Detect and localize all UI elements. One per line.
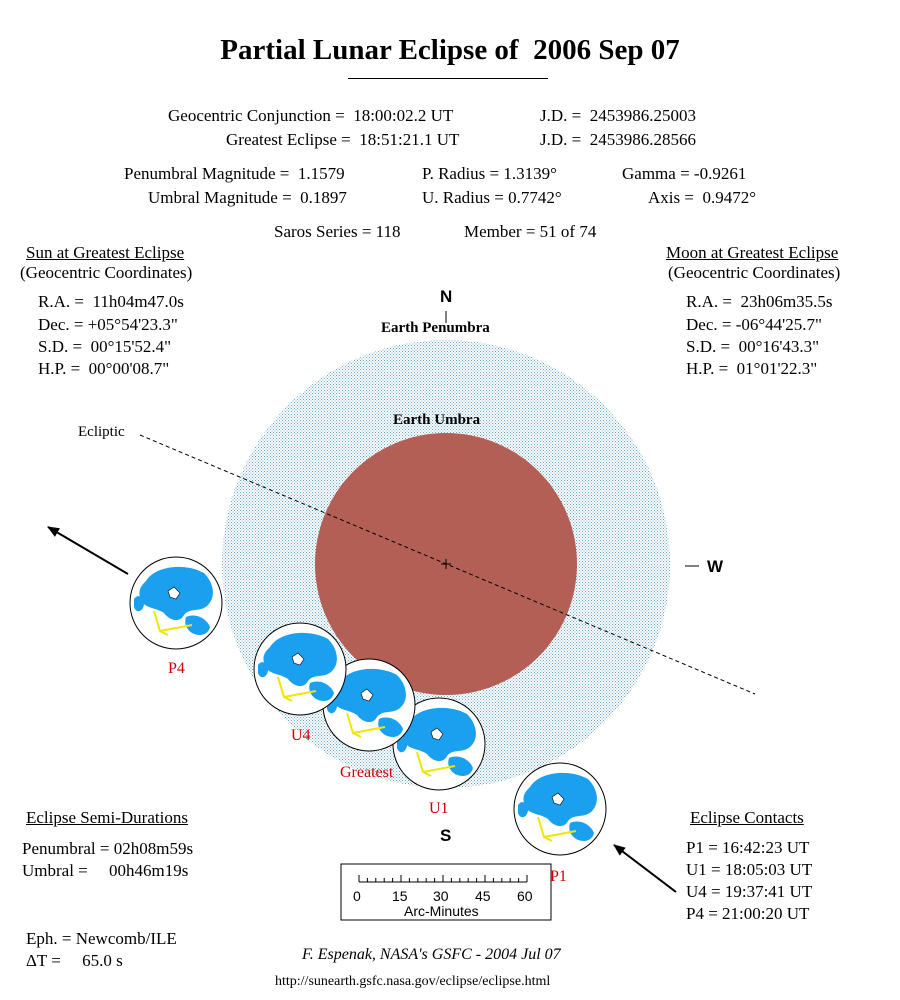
sun-sd: S.D. = 00°15'52.4" — [38, 337, 172, 356]
south-label: S — [440, 826, 452, 845]
moon-p1 — [513, 762, 607, 856]
exit-arrow — [47, 526, 129, 575]
moon-subheading: (Geocentric Coordinates) — [668, 263, 841, 282]
scale-box — [340, 863, 552, 921]
moon-crater — [291, 652, 305, 666]
moon-maria-west — [397, 737, 407, 753]
moon-maria-west — [258, 662, 268, 678]
greatest-time: Greatest Eclipse = 18:51:21.1 UT — [226, 130, 460, 149]
moon-sd: S.D. = 00°16'43.3" — [686, 337, 820, 356]
sun-hp: H.P. = 00°00'08.7" — [38, 359, 170, 378]
moon-maria-south — [185, 615, 210, 635]
ephemeris: Eph. = Newcomb/ILE — [26, 929, 177, 948]
moon-u1 — [392, 697, 486, 791]
ecliptic-label: Ecliptic — [78, 424, 125, 440]
moon-crater — [430, 727, 444, 741]
moon-ra: R.A. = 23h06m35.5s — [686, 292, 833, 311]
scale-tick-45: 45 — [475, 888, 491, 904]
page-title: Partial Lunar Eclipse of 2006 Sep 07 — [220, 34, 680, 66]
semi-duration-penumbral: Penumbral = 02h08m59s — [22, 839, 194, 858]
west-label: W — [707, 557, 724, 576]
saros-series: Saros Series = 118 — [274, 222, 401, 241]
moon-maria-west — [134, 596, 144, 612]
penumbral-magnitude: Penumbral Magnitude = 1.1579 — [124, 164, 345, 183]
moon-heading: Moon at Greatest Eclipse — [666, 243, 839, 262]
umbra-label: Earth Umbra — [393, 412, 481, 428]
semi-duration-umbral: Umbral = 00h46m19s — [22, 861, 189, 880]
moon-ray — [346, 712, 386, 738]
moon-maria-south — [378, 717, 403, 737]
umbral-magnitude: Umbral Magnitude = 0.1897 — [148, 188, 347, 207]
contact-u1: U1 = 18:05:03 UT — [686, 860, 813, 879]
contact-u4: U4 = 19:37:41 UT — [686, 882, 813, 901]
scale-label: Arc-Minutes — [404, 903, 479, 919]
moon-greatest — [322, 658, 416, 752]
contact-p4: P4 = 21:00:20 UT — [686, 904, 810, 923]
moon-label-greatest: Greatest — [340, 764, 394, 781]
ecliptic-line — [139, 434, 756, 695]
greatest-jd: J.D. = 2453986.28566 — [540, 130, 696, 149]
north-label: N — [440, 287, 453, 306]
credit: F. Espenak, NASA's GSFC - 2004 Jul 07 — [302, 946, 561, 963]
moon-crater — [551, 792, 565, 806]
source-url[interactable]: http://sunearth.gsfc.nasa.gov/eclipse/ec… — [275, 974, 551, 989]
scale-tick-0: 0 — [353, 888, 361, 904]
sun-ra: R.A. = 11h04m47.0s — [38, 292, 184, 311]
moon-maria-south — [309, 681, 334, 701]
sun-heading: Sun at Greatest Eclipse — [26, 243, 185, 262]
moon-label-u4: U4 — [291, 727, 311, 744]
moon-label-p4: P4 — [168, 660, 185, 677]
moon-maria-south — [569, 821, 594, 841]
scale-tick-30: 30 — [433, 888, 449, 904]
contact-p1: P1 = 16:42:23 UT — [686, 838, 810, 857]
conjunction-time: Geocentric Conjunction = 18:00:02.2 UT — [168, 106, 454, 125]
entry-arrow — [613, 844, 677, 893]
delta-t: ΔT = 65.0 s — [26, 951, 123, 970]
moon-crater — [167, 586, 181, 600]
moon-label-p1: P1 — [550, 868, 567, 885]
scale-tick-15: 15 — [392, 888, 408, 904]
moon-label-u1: U1 — [429, 800, 449, 817]
moon-ray — [537, 816, 577, 842]
scale-tick-60: 60 — [517, 888, 533, 904]
saros-member: Member = 51 of 74 — [464, 222, 597, 241]
moon-u4 — [253, 622, 347, 716]
umbra-radius: U. Radius = 0.7742° — [422, 188, 562, 207]
moon-maria-south — [448, 756, 473, 776]
penumbra-radius: P. Radius = 1.3139° — [422, 164, 557, 183]
moon-p4 — [129, 556, 223, 650]
axis-value: Axis = 0.9472° — [648, 188, 757, 207]
moon-maria-west — [518, 802, 528, 818]
penumbra-label: Earth Penumbra — [381, 320, 490, 336]
conjunction-jd: J.D. = 2453986.25003 — [540, 106, 696, 125]
gamma-value: Gamma = -0.9261 — [622, 164, 747, 183]
moon-ray — [153, 610, 193, 636]
moon-hp: H.P. = 01°01'22.3" — [686, 359, 818, 378]
contacts-heading: Eclipse Contacts — [690, 808, 804, 827]
moon-crater — [360, 688, 374, 702]
moon-ray — [416, 751, 456, 777]
moon-ray — [277, 676, 317, 702]
title-rule — [348, 78, 548, 79]
sun-subheading: (Geocentric Coordinates) — [20, 263, 193, 282]
semi-durations-heading: Eclipse Semi-Durations — [26, 808, 188, 827]
sun-dec: Dec. = +05°54'23.3" — [38, 315, 178, 334]
moon-dec: Dec. = -06°44'25.7" — [686, 315, 822, 334]
